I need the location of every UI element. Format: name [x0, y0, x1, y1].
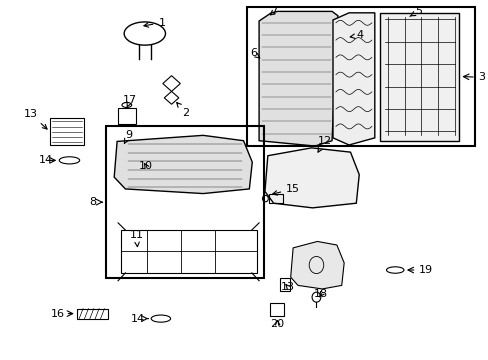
Text: 6: 6: [249, 48, 259, 58]
Polygon shape: [290, 242, 344, 289]
Text: 20: 20: [270, 319, 284, 329]
Text: 7: 7: [269, 7, 277, 17]
Polygon shape: [114, 135, 252, 194]
Text: 16: 16: [50, 309, 64, 319]
Bar: [279, 278, 289, 292]
Text: 5: 5: [409, 6, 421, 17]
Text: 19: 19: [418, 265, 432, 275]
Text: 8: 8: [89, 197, 96, 207]
Bar: [118, 108, 135, 123]
Bar: [50, 118, 84, 145]
Text: 15: 15: [272, 184, 300, 195]
Text: 11: 11: [129, 230, 143, 247]
Text: 12: 12: [317, 136, 331, 152]
Text: 10: 10: [139, 161, 153, 171]
Text: 14: 14: [130, 314, 144, 324]
Bar: [106, 126, 264, 278]
Polygon shape: [259, 12, 337, 146]
Text: 13: 13: [23, 109, 47, 129]
Bar: [120, 230, 256, 273]
Bar: [270, 303, 284, 316]
Bar: [246, 7, 474, 146]
Text: 3: 3: [477, 72, 484, 82]
Bar: [379, 13, 458, 141]
Text: 17: 17: [123, 95, 137, 107]
Text: 1: 1: [143, 18, 165, 28]
Text: 13: 13: [281, 282, 295, 292]
Text: 18: 18: [314, 289, 328, 299]
Bar: [268, 194, 283, 203]
Bar: [77, 309, 108, 319]
Polygon shape: [332, 13, 374, 145]
Text: 9: 9: [124, 130, 132, 143]
Polygon shape: [264, 148, 359, 208]
Text: 14: 14: [39, 156, 53, 165]
Text: 2: 2: [176, 103, 189, 118]
Text: 4: 4: [349, 30, 363, 40]
